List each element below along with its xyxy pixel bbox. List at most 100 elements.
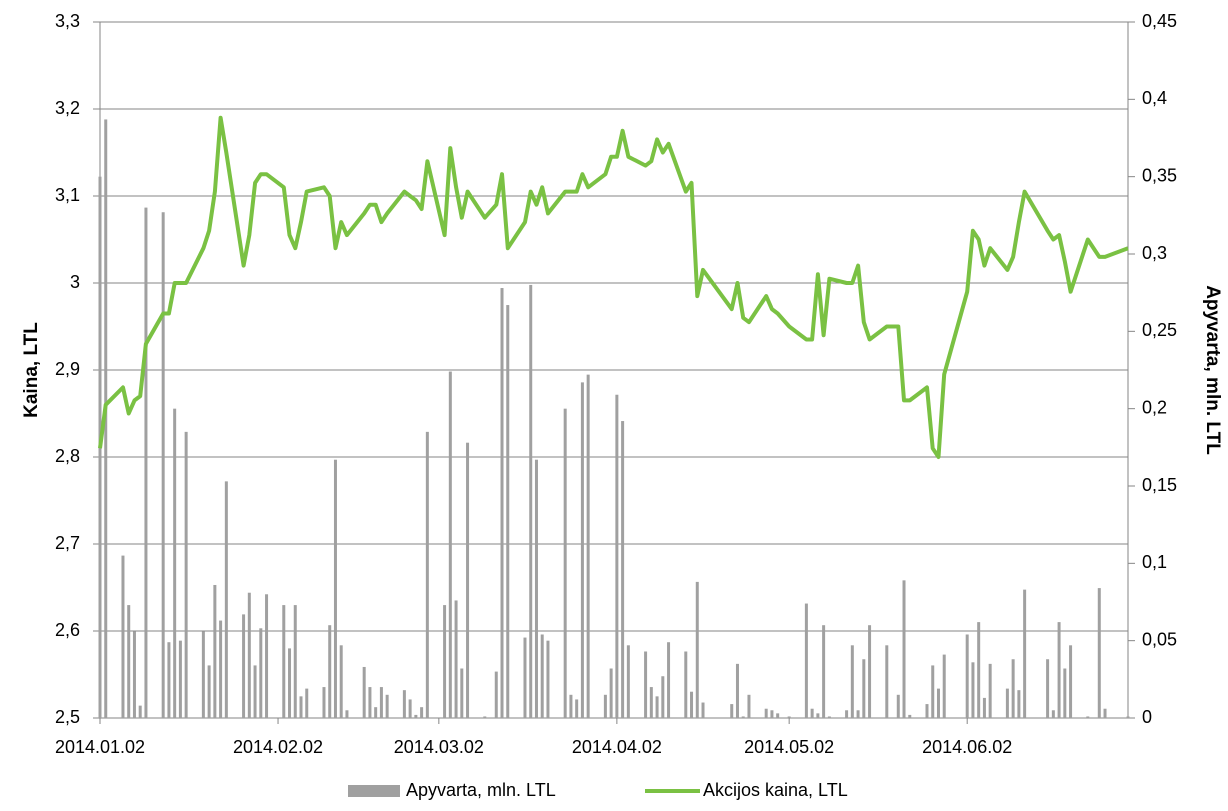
bar — [971, 662, 975, 718]
bar — [282, 605, 286, 718]
bar — [448, 371, 452, 718]
bar — [908, 714, 912, 718]
bar — [408, 699, 412, 718]
bar — [1051, 710, 1055, 718]
bar — [609, 668, 613, 718]
bar — [213, 584, 217, 718]
bar — [1069, 645, 1073, 718]
bar — [965, 634, 969, 718]
x-tick-label: 2014.06.02 — [922, 737, 1012, 757]
y2-tick-label: 0,4 — [1142, 88, 1167, 108]
bar — [253, 665, 257, 718]
bar — [328, 625, 332, 718]
y-axis-title: Kaina, LTL — [21, 322, 42, 418]
y2-tick-label: 0 — [1142, 707, 1152, 727]
y-tick-label: 2,7 — [55, 533, 80, 553]
y-tick-label: 3 — [70, 272, 80, 292]
bar — [242, 614, 246, 718]
bar — [816, 713, 820, 718]
bar — [776, 713, 780, 718]
bar — [178, 640, 182, 718]
bar — [644, 651, 648, 718]
bar — [1023, 589, 1027, 718]
bar — [546, 640, 550, 718]
bar — [850, 645, 854, 718]
bar — [770, 710, 774, 718]
bar — [575, 699, 579, 718]
bar — [207, 665, 211, 718]
bar — [885, 645, 889, 718]
bar — [333, 459, 337, 718]
y-tick-label: 2,6 — [55, 620, 80, 640]
bar — [988, 663, 992, 718]
line — [98, 115, 1129, 459]
bar — [529, 284, 533, 718]
bar — [500, 288, 504, 718]
y2-tick-label: 0,05 — [1142, 629, 1177, 649]
bar — [896, 694, 900, 718]
bar — [1086, 716, 1090, 718]
y-tick-label: 3,3 — [55, 11, 80, 31]
bar — [425, 431, 429, 718]
bar — [374, 707, 378, 718]
x-tick-label: 2014.02.02 — [233, 737, 323, 757]
bar — [540, 634, 544, 718]
bar — [741, 716, 745, 718]
y-tick-label: 2,5 — [55, 707, 80, 727]
x-tick-label: 2014.05.02 — [744, 737, 834, 757]
bar — [161, 212, 165, 719]
bar — [580, 382, 584, 718]
y2-tick-label: 0,1 — [1142, 552, 1167, 572]
bar — [931, 665, 935, 718]
bar — [420, 707, 424, 718]
bar — [454, 600, 458, 718]
y-tick-label: 3,1 — [55, 185, 80, 205]
x-tick-label: 2014.04.02 — [572, 737, 662, 757]
bar — [810, 708, 814, 718]
bar — [362, 666, 366, 718]
bar — [586, 374, 590, 718]
bar — [132, 631, 136, 718]
bar — [1046, 659, 1050, 718]
bar — [506, 305, 510, 718]
bar — [747, 694, 751, 718]
x-tick-label: 2014.01.02 — [55, 737, 145, 757]
bar — [701, 702, 705, 718]
bar — [167, 642, 171, 718]
bar — [730, 704, 734, 718]
bar — [385, 694, 389, 718]
bar — [787, 716, 791, 718]
bar — [144, 207, 148, 718]
bar — [603, 694, 607, 718]
bar — [936, 688, 940, 718]
y2-tick-label: 0,25 — [1142, 320, 1177, 340]
y-tick-label: 2,9 — [55, 359, 80, 379]
y2-tick-label: 0,2 — [1142, 397, 1167, 417]
bar — [322, 687, 326, 718]
bar — [735, 663, 739, 718]
bar — [925, 704, 929, 718]
x-tick-label: 2014.03.02 — [394, 737, 484, 757]
bar — [247, 592, 251, 718]
bar — [856, 710, 860, 718]
bar — [224, 481, 228, 718]
bar — [293, 605, 297, 718]
bar — [460, 668, 464, 718]
bar — [483, 716, 487, 718]
bar — [563, 408, 567, 718]
y2-tick-label: 0,35 — [1142, 165, 1177, 185]
bar — [684, 651, 688, 718]
bar — [822, 625, 826, 718]
bar — [764, 708, 768, 718]
bar — [288, 648, 292, 718]
y2-tick-label: 0,45 — [1142, 11, 1177, 31]
bar — [615, 394, 619, 718]
bar — [655, 696, 659, 718]
bar — [1057, 622, 1061, 718]
bar — [1011, 659, 1015, 718]
bar — [695, 581, 699, 718]
y2-tick-label: 0,15 — [1142, 475, 1177, 495]
bar — [259, 628, 263, 718]
legend-label: Apyvarta, mln. LTL — [406, 780, 556, 800]
